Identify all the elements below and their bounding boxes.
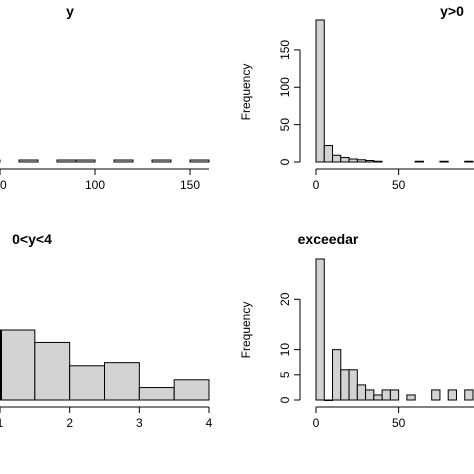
histogram-bar [75,159,96,163]
histogram-bar [414,160,424,163]
histogram-bar [348,158,358,163]
y-tick-label: 0 [278,396,292,403]
histogram-bar [104,362,140,401]
y-tick-label: 100 [278,77,292,97]
x-tick-label: 0 [313,416,320,430]
histogram-bar [323,145,334,163]
y-tick-label: 150 [278,40,292,60]
histogram-bar [173,379,210,401]
histogram-bar [373,160,383,163]
x-tick-label: 100 [85,178,105,192]
histogram-bar [431,389,441,401]
x-tick-label: 1 [0,416,4,430]
histogram-bar [439,160,449,163]
panel-title: y [66,3,74,19]
x-tick-label: 150 [180,178,200,192]
histogram-bar [340,369,350,401]
panel-y: y 50 100 150 [0,3,210,192]
histogram-bar [406,394,416,401]
x-tick-label: 4 [206,416,213,430]
histogram-bar [0,329,36,401]
histogram-bar [447,389,457,401]
y-tick-label: 5 [278,371,292,378]
x-tick-label: 50 [392,178,406,192]
histogram-bar [34,341,71,401]
panel-y-positive: y>0 0 50 0 50 100 150 Frequency [239,3,474,192]
x-tick-label: 3 [136,416,143,430]
histogram-bar [381,389,391,401]
panel-title: y>0 [440,3,464,19]
histogram-bar [356,384,367,401]
histogram-bar [365,160,375,163]
histogram-bar [315,19,325,163]
histogram-bar [189,159,210,163]
x-tick-label: 2 [66,416,73,430]
y-tick-label: 10 [278,343,292,357]
histogram-bar [56,159,77,163]
panel-title: exceedar [298,231,359,247]
histogram-bar [389,389,400,401]
y-axis-title: Frequency [239,302,253,359]
histogram-bar [373,394,383,401]
histogram-bar [323,399,334,401]
y-tick-label: 0 [278,158,292,165]
y-tick-label: 50 [278,118,292,132]
x-tick-label: 50 [392,416,406,430]
histogram-bar [365,389,375,401]
histogram-bar [464,389,474,401]
histogram-bar [113,159,134,163]
histogram-bar [332,154,342,163]
histogram-bar [138,387,175,401]
x-tick-label: 0 [313,178,320,192]
panel-y-between-0-and-4: 0<y<4 1 2 3 4 [0,231,213,430]
histogram-bar [315,258,325,401]
histogram-bar [464,160,474,163]
panel-title: 0<y<4 [12,231,52,247]
y-axis-title: Frequency [239,64,253,121]
histogram-bar [340,157,350,163]
histogram-bar [332,349,342,401]
histogram-bar [151,159,172,163]
x-tick-label: 50 [0,178,7,192]
histogram-bar [356,159,367,163]
panel-exceedances: exceedar 0 50 0 5 10 20 Frequency [239,231,474,430]
histogram-bar [348,369,358,401]
y-tick-label: 20 [278,292,292,306]
histogram-bar [18,159,39,163]
histogram-bar [69,365,105,401]
